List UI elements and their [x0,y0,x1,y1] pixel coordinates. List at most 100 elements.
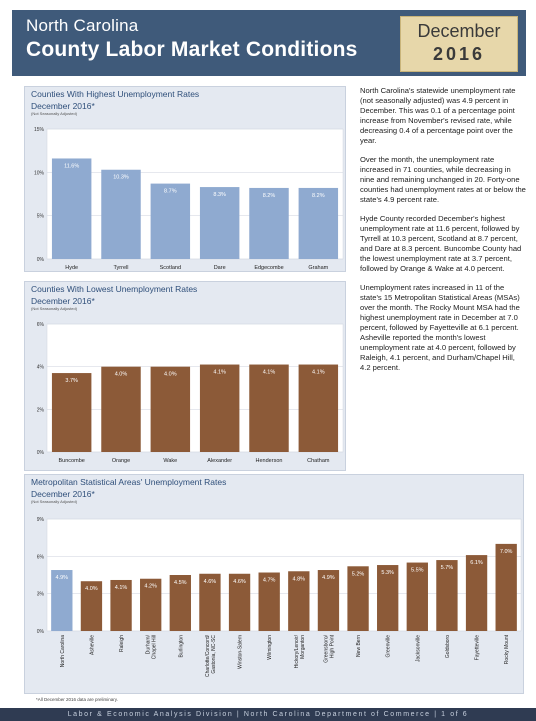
chart-subtitle: December 2016* [31,296,95,306]
plot-area [46,323,344,453]
x-category-label-line: High Point [329,634,335,658]
x-category-label: Hyde [65,265,78,271]
y-tick-label: 4% [37,365,45,371]
bar-value-label: 4.1% [312,370,325,376]
x-category-label: Orange [112,458,130,464]
x-category-label: Raleigh [119,635,125,652]
y-tick-label: 10% [34,170,45,176]
x-category-label: Rocky Mount [504,634,510,664]
page-header: North Carolina County Labor Market Condi… [12,10,526,76]
header-title-line2: County Labor Market Conditions [26,38,358,61]
bar [51,570,73,631]
x-category-label: Tyrrell [114,265,129,271]
bar [258,572,280,631]
x-category-label-line: Fayetteville [475,635,481,661]
chart-subtitle: December 2016* [31,489,95,499]
bar-value-label: 4.9% [322,575,335,581]
x-category-label: Fayetteville [475,635,481,661]
summary-paragraph: North Carolina's statewide unemployment … [360,86,516,145]
bar-value-label: 4.2% [144,584,157,590]
y-tick-label: 3% [37,592,45,598]
x-category-label-line: Goldsboro [445,635,451,658]
x-category-label-line: Raleigh [119,635,125,652]
y-tick-label: 9% [37,517,45,523]
bar-value-label: 8.2% [312,193,325,199]
bar-value-label: 4.9% [56,575,69,581]
x-category-label-line: New Bern [356,635,362,657]
bar-value-label: 4.6% [204,579,217,585]
x-category-label-line: Greensboro/ [323,634,329,662]
x-category-label: Burlington [178,635,184,658]
bar [317,570,340,631]
bar [298,364,339,452]
y-tick-label: 2% [37,407,45,413]
bar-value-label: 4.7% [263,578,276,584]
bar-chart-svg: 0% 2% 4% 6% 3.7% Buncombe 4.0% Orange 4.0% Wake 4.… [37,322,344,464]
x-category-label: Wilmington [267,635,273,660]
y-tick-label: 6% [37,554,45,560]
x-category-label-line: Durham/ [146,634,152,654]
bar [288,571,310,631]
bar-value-label: 6.1% [470,560,483,566]
date-box: December 2016 [400,16,518,72]
x-category-label: Edgecombe [254,265,283,271]
chart-highest-unemployment: Counties With Highest Unemployment Rates… [24,86,346,272]
bar [406,562,428,631]
summary-text: North Carolina's statewide unemployment … [360,86,526,382]
bar [169,575,191,631]
bar [101,169,141,259]
bar [150,183,191,259]
bar-value-label: 4.1% [115,585,128,591]
x-category-label-line: Rocky Mount [504,634,510,664]
x-category-label-line: Morganton [300,635,306,659]
bar [51,158,92,259]
x-category-label: Hickory/Lenoir/Morganton [294,634,306,668]
x-category-label-line: Wilmington [267,635,273,660]
y-tick-label: 5% [37,214,45,220]
chart-note: (Not Seasonally Adjusted) [31,111,78,116]
bar-value-label: 4.0% [115,372,128,378]
x-category-label-line: Winston-Salem [238,635,244,669]
bar [298,187,339,259]
x-category-label: Charlotte/Concord/Gastonia, NC-SC [205,634,217,677]
x-category-label: New Bern [356,635,362,657]
bar-value-label: 11.6% [64,163,79,169]
x-category-label: Jacksonville [415,635,421,662]
bar [436,560,458,631]
y-tick-label: 0% [37,257,45,263]
bar [150,366,191,452]
summary-paragraph: Over the month, the unemployment rate in… [360,155,526,204]
bar [347,566,369,631]
bar-value-label: 4.1% [213,370,226,376]
x-category-label: Goldsboro [445,635,451,658]
x-category-label-line: Charlotte/Concord/ [205,634,211,677]
y-tick-label: 0% [37,629,45,635]
x-category-label: Buncombe [59,458,85,464]
bar-value-label: 4.0% [85,586,98,592]
bar [199,187,240,259]
bar-value-label: 5.2% [352,571,365,577]
bar-value-label: 4.8% [293,576,306,582]
x-category-label: Scotland [160,265,181,271]
x-category-label: Greensboro/High Point [323,634,335,662]
summary-paragraph: Hyde County recorded December's highest … [360,214,522,273]
x-category-label: Graham [308,265,328,271]
bar [80,581,103,631]
bar-value-label: 7.0% [500,549,513,555]
bar [199,364,240,452]
bar-value-label: 4.6% [233,579,246,585]
x-category-label-line: Gastonia, NC-SC [211,635,217,674]
bar-value-label: 5.3% [381,570,394,576]
x-category-label: Wake [163,458,177,464]
bar-value-label: 8.2% [263,193,276,199]
bar [110,579,132,631]
bar-value-label: 3.7% [65,378,78,384]
bar-value-label: 4.0% [164,372,177,378]
y-tick-label: 0% [37,450,45,456]
x-category-label: Asheville [89,635,95,655]
bar [495,543,517,631]
x-category-label: Alexander [207,458,232,464]
footnote: *All December 2016 data are preliminary. [36,697,118,702]
bar-chart-svg: 0% 5% 10% 15% 11.6% Hyde 10.3% Tyrrell 8.7% Scotl… [34,127,344,271]
bar-value-label: 4.1% [263,370,276,376]
